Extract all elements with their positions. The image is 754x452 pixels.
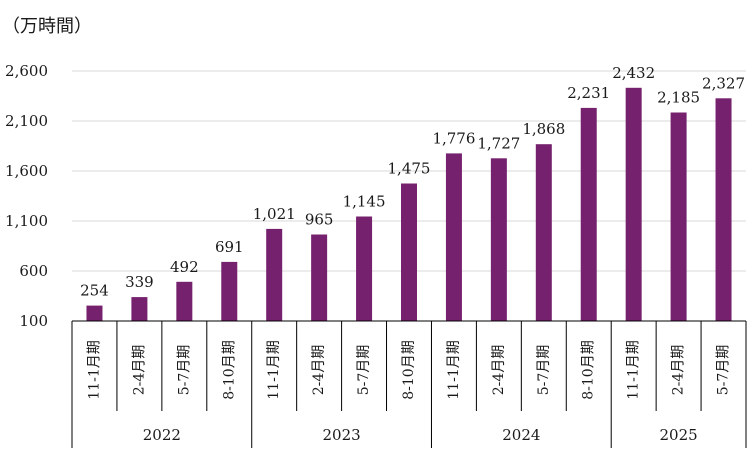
bar	[625, 87, 642, 321]
bar	[86, 305, 103, 321]
bar	[311, 234, 328, 321]
x-category-label: 11-1月期	[446, 340, 462, 399]
bar	[401, 183, 417, 321]
x-category-label: 11-1月期	[86, 340, 102, 399]
data-label: 254	[80, 282, 109, 300]
x-category-label: 5-7月期	[356, 345, 372, 396]
year-label: 2025	[660, 426, 698, 444]
y-tick-label: 1,600	[5, 162, 48, 180]
x-category-label: 8-10月期	[221, 340, 237, 399]
y-tick-label: 1,100	[5, 212, 48, 230]
bar	[715, 98, 732, 321]
bar	[176, 281, 193, 321]
x-axis-year-labels: 2022 2023 2024 2025	[143, 426, 698, 444]
bar	[356, 216, 373, 321]
year-label: 2024	[502, 426, 540, 444]
y-tick-label: 2,600	[5, 62, 48, 80]
x-category-label: 2-4月期	[491, 345, 507, 396]
bar	[490, 158, 507, 321]
x-category-label: 5-7月期	[176, 345, 192, 396]
x-category-label: 11-1月期	[266, 340, 282, 399]
y-tick-label: 600	[19, 262, 48, 280]
x-category-label: 8-10月期	[581, 340, 597, 399]
bar	[445, 153, 462, 321]
bar	[580, 107, 597, 322]
y-tick-label: 2,100	[5, 112, 48, 130]
x-category-label: 11-1月期	[626, 340, 642, 399]
bar	[535, 144, 552, 321]
x-category-label: 5-7月期	[536, 345, 552, 396]
data-label: 1,021	[253, 205, 296, 223]
x-category-label: 5-7月期	[716, 345, 732, 396]
y-tick-label: 100	[19, 312, 48, 330]
x-category-label: 2-4月期	[131, 345, 147, 396]
unit-label: （万時間）	[2, 16, 92, 37]
data-label: 2,327	[702, 74, 745, 92]
x-category-label: 8-10月期	[401, 340, 417, 399]
data-label: 492	[170, 258, 199, 276]
data-label: 1,727	[477, 134, 520, 152]
data-label: 1,475	[388, 160, 431, 178]
data-label: 691	[215, 238, 244, 256]
year-label: 2022	[143, 426, 181, 444]
x-axis	[71, 320, 747, 448]
data-label: 2,432	[612, 64, 655, 82]
x-category-label: 2-4月期	[311, 345, 327, 396]
bar	[266, 228, 283, 321]
bars	[86, 87, 732, 322]
data-label: 965	[305, 211, 334, 229]
bar	[670, 112, 687, 321]
bar	[131, 297, 148, 321]
data-label: 1,776	[432, 129, 475, 147]
x-axis-category-labels: 11-1月期 2-4月期 5-7月期 8-10月期 11-1月期 2-4月期 5-7月期 8-…	[86, 340, 731, 399]
data-label: 2,231	[567, 84, 610, 102]
x-category-label: 2-4月期	[671, 345, 687, 396]
data-label: 1,868	[522, 120, 565, 138]
year-label: 2023	[323, 426, 361, 444]
data-label: 339	[125, 273, 154, 291]
bar	[221, 261, 238, 321]
data-label: 2,185	[657, 89, 700, 107]
data-label: 1,145	[343, 193, 386, 211]
y-axis-tick-labels: 100 600 1,100 1,600 2,100 2,600	[5, 62, 48, 330]
